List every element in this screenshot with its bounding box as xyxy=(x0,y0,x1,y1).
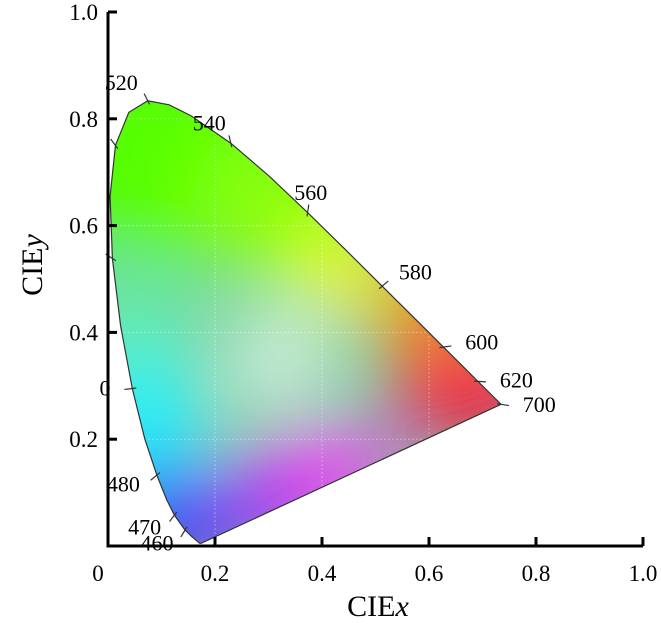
x-axis-label: CIEx xyxy=(347,590,409,623)
wavelength-label: 700 xyxy=(523,392,556,417)
wavelength-label: 0 xyxy=(99,376,110,401)
wavelength-tick xyxy=(378,280,389,290)
x-label-text: CIE xyxy=(347,590,395,623)
y-label-var: y xyxy=(16,234,49,251)
x-tick-label: 0.4 xyxy=(308,561,337,586)
y-label-text: CIE xyxy=(16,248,49,296)
y-axis-label: CIEy xyxy=(16,234,49,296)
axes: 0 0.2 0.4 0.6 0.8 1.0 0.2 0.4 0.6 0.8 1.0 xyxy=(69,0,657,586)
y-tick-label: 0.6 xyxy=(69,214,98,239)
wavelength-label: 460 xyxy=(140,530,173,555)
wavelength-label: 470 xyxy=(128,515,161,540)
wavelength-label: 600 xyxy=(465,330,498,355)
wavelength-tick xyxy=(439,345,452,349)
wavelength-tick xyxy=(143,93,151,105)
x-label-var: x xyxy=(395,590,410,623)
wavelength-tick xyxy=(306,204,310,217)
x-tick-label: 0.6 xyxy=(415,561,444,586)
x-tick-label: 0 xyxy=(92,561,104,586)
y-tick-label: 1.0 xyxy=(69,0,98,25)
wavelength-label: 520 xyxy=(105,70,138,95)
wavelength-tick xyxy=(473,380,486,383)
wavelength-tick xyxy=(169,511,178,522)
wavelength-tick xyxy=(228,135,233,148)
wavelength-tick xyxy=(150,472,161,481)
wavelength-tick xyxy=(124,387,137,391)
y-tick-label: 0.2 xyxy=(69,427,98,452)
wavelength-label: 560 xyxy=(294,180,327,205)
wavelength-tick xyxy=(497,403,510,407)
wavelength-label: 540 xyxy=(193,111,226,136)
y-tick-label: 0.4 xyxy=(69,320,98,345)
wavelength-tick xyxy=(110,138,119,149)
y-tick-label: 0.8 xyxy=(69,107,98,132)
wavelength-label: 580 xyxy=(399,259,432,284)
x-tick-label: 0.8 xyxy=(522,561,551,586)
x-tick-label: 1.0 xyxy=(629,561,658,586)
wavelength-label: 480 xyxy=(107,472,140,497)
wavelength-tick xyxy=(180,526,188,538)
x-tick-label: 0.2 xyxy=(201,561,230,586)
wavelength-label: 620 xyxy=(500,367,533,392)
